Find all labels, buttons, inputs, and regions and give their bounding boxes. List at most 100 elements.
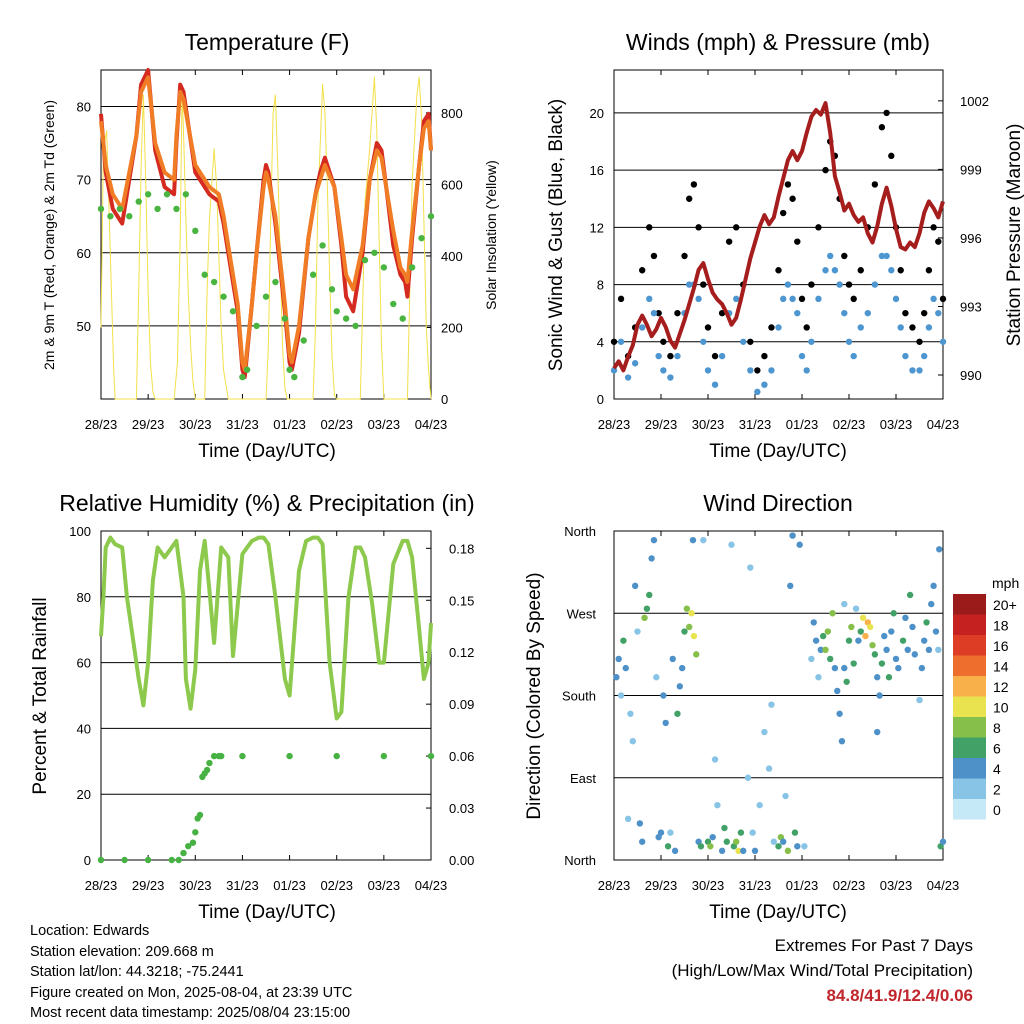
speed-legend-label: 0 xyxy=(993,802,1001,818)
direction-point xyxy=(646,591,653,599)
direction-point xyxy=(925,646,933,654)
direction-point xyxy=(935,646,942,654)
direction-point xyxy=(639,838,646,845)
dewpoint-point xyxy=(361,256,369,264)
gust-point xyxy=(909,324,916,331)
direction-point xyxy=(697,843,705,850)
direction-point xyxy=(784,847,792,855)
direction-point xyxy=(888,628,895,635)
x-tick-label: 01/23 xyxy=(786,878,819,893)
extremes-values: 84.8/41.9/12.4/0.06 xyxy=(826,986,973,1005)
direction-point xyxy=(871,651,879,658)
dewpoint-point xyxy=(262,293,270,300)
gust-point xyxy=(871,181,879,188)
direction-point xyxy=(718,847,726,855)
y2-tick-label: 0.15 xyxy=(449,593,474,608)
wind-point xyxy=(617,338,625,345)
direction-point xyxy=(613,674,620,681)
gust-point xyxy=(650,252,658,260)
speed-legend-swatch xyxy=(953,778,986,799)
y-tick-label: East xyxy=(570,771,596,786)
precip-point xyxy=(192,829,199,836)
direction-point xyxy=(627,710,634,717)
wind-point xyxy=(768,367,775,374)
x-tick-label: 29/23 xyxy=(645,417,678,432)
gust-point xyxy=(754,367,761,374)
gust-point xyxy=(775,267,782,274)
dewpoint-point xyxy=(243,366,251,373)
direction-point xyxy=(906,591,914,599)
y2-tick-label: 993 xyxy=(960,299,982,314)
direction-point xyxy=(770,838,777,845)
direction-point xyxy=(683,605,691,612)
y2-tick-label: 0.09 xyxy=(449,697,474,712)
speed-legend-swatch xyxy=(953,717,986,738)
wind-point xyxy=(718,352,726,360)
x-tick-label: 03/23 xyxy=(880,878,913,893)
gust-point xyxy=(925,267,933,274)
direction-point xyxy=(911,651,918,658)
direction-point xyxy=(723,838,730,845)
wind-point xyxy=(888,267,895,274)
gust-point xyxy=(789,195,796,202)
solar-line xyxy=(100,76,432,400)
direction-point xyxy=(657,829,665,836)
direction-point xyxy=(885,674,893,681)
direction-point xyxy=(831,664,839,672)
gust-point xyxy=(784,181,792,188)
gust-point xyxy=(878,124,886,131)
gust-point xyxy=(686,195,693,202)
direction-point xyxy=(787,582,794,590)
wind-point xyxy=(930,295,937,303)
y2-tick-label: 1002 xyxy=(960,94,989,109)
direction-point xyxy=(796,541,803,548)
direction-point xyxy=(918,664,926,672)
y2-tick-label: 0.12 xyxy=(449,645,474,660)
precip-point xyxy=(121,856,128,864)
gust-point xyxy=(667,352,674,360)
direction-point xyxy=(634,628,641,635)
x-tick-label: 28/23 xyxy=(85,878,118,893)
y-tick-label: North xyxy=(564,524,596,539)
direction-point xyxy=(936,546,943,553)
rh-line xyxy=(99,535,433,721)
direction-point xyxy=(620,637,627,644)
direction-point xyxy=(686,623,693,631)
y2-axis-label: Station Pressure (Maroon) xyxy=(1004,124,1024,347)
gust-point xyxy=(930,224,937,231)
precip-point xyxy=(427,752,435,760)
panel-winds: Winds (mph) & Pressure (mb) Time (Day/UTC… xyxy=(546,29,1024,462)
wind-point xyxy=(775,324,782,331)
dewpoint-point xyxy=(380,264,388,271)
gust-point xyxy=(655,309,662,317)
dewpoint-point xyxy=(173,205,180,213)
direction-point xyxy=(883,646,890,654)
wind-point xyxy=(660,367,667,374)
gust-point xyxy=(850,295,857,303)
direction-point xyxy=(721,824,728,832)
direction-point xyxy=(782,792,789,800)
precip-point xyxy=(210,752,218,760)
y-tick-label: 0 xyxy=(84,853,91,868)
wind-point xyxy=(646,295,653,303)
gust-point xyxy=(808,281,815,288)
x-tick-label: 03/23 xyxy=(368,878,401,893)
precip-point xyxy=(333,752,340,760)
wind-point xyxy=(921,352,928,360)
x-tick-label: 29/23 xyxy=(132,878,165,893)
direction-point xyxy=(902,614,909,622)
dewpoint-point xyxy=(239,373,246,381)
direction-point xyxy=(838,737,846,745)
dewpoint-point xyxy=(291,373,298,381)
gust-point xyxy=(610,338,618,345)
y-tick-label: 12 xyxy=(590,220,604,235)
y-tick-label: 70 xyxy=(77,173,91,188)
direction-point xyxy=(667,829,674,836)
series-wind xyxy=(610,252,947,396)
gust-point xyxy=(674,309,681,317)
speed-legend-swatch xyxy=(953,655,986,676)
y-tick-label: 60 xyxy=(77,656,91,671)
direction-point xyxy=(711,756,719,763)
wind-point xyxy=(864,309,871,317)
wind-point xyxy=(761,381,768,388)
